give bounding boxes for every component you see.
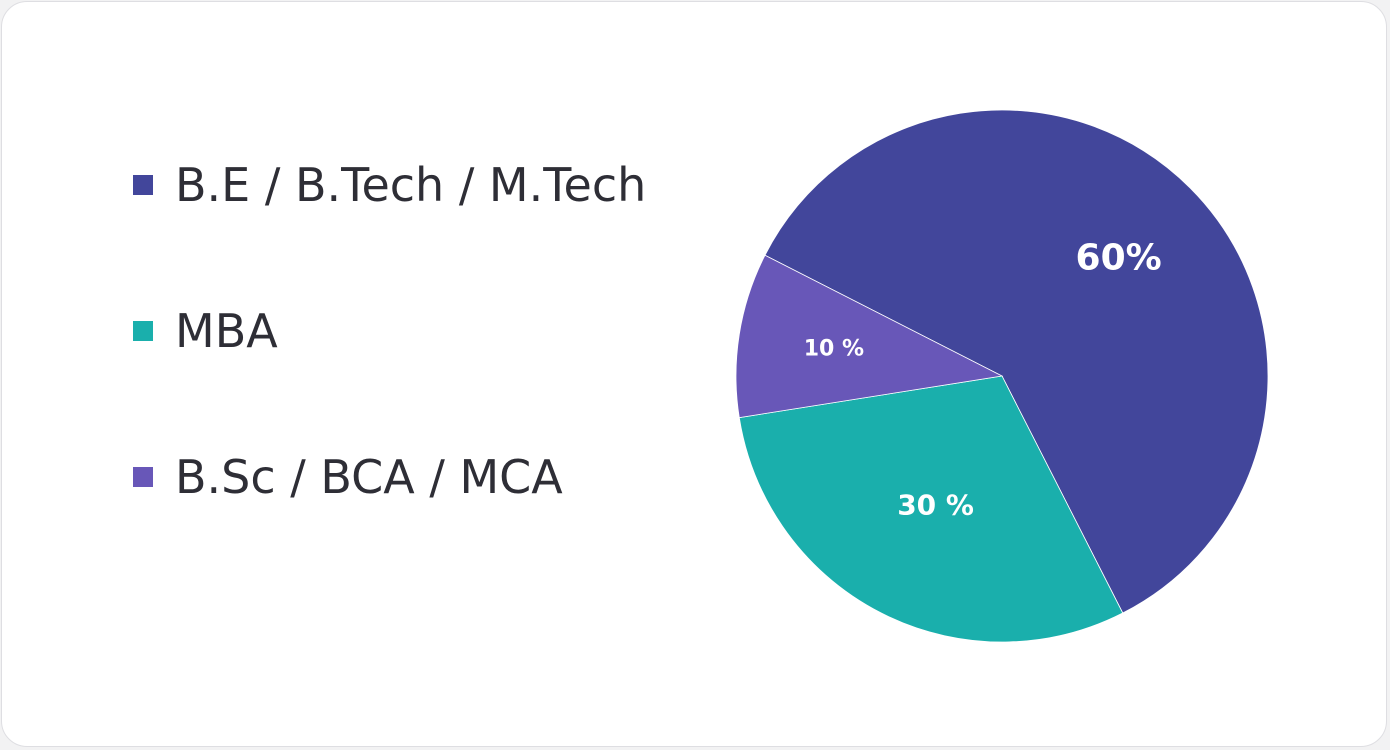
legend-label-mba: MBA <box>175 304 278 358</box>
pie-slice-mba <box>738 375 1124 643</box>
chart-legend: B.E / B.Tech / M.Tech MBA B.Sc / BCA / M… <box>133 2 693 746</box>
legend-swatch-mba <box>133 321 153 341</box>
data-label-bsc-bca-mca: 10 % <box>804 336 864 361</box>
legend-label-bsc-bca-mca: B.Sc / BCA / MCA <box>175 450 563 504</box>
pie-slice-bsc-bca-mca <box>735 254 1004 419</box>
legend-swatch-bsc-bca-mca <box>133 467 153 487</box>
pie-chart-svg: 60% 30 % 10 % <box>735 109 1269 643</box>
legend-item-bsc-bca-mca: B.Sc / BCA / MCA <box>133 454 563 500</box>
legend-label-be-btech-mtech: B.E / B.Tech / M.Tech <box>175 158 647 212</box>
pie-chart: 60% 30 % 10 % <box>702 82 1302 682</box>
data-label-be-btech-mtech: 60% <box>1076 237 1162 278</box>
pie-slice-be-btech-mtech <box>764 109 1269 614</box>
legend-item-be-btech-mtech: B.E / B.Tech / M.Tech <box>133 162 646 208</box>
data-label-mba: 30 % <box>897 488 974 521</box>
legend-item-mba: MBA <box>133 308 278 354</box>
legend-swatch-be-btech-mtech <box>133 175 153 195</box>
